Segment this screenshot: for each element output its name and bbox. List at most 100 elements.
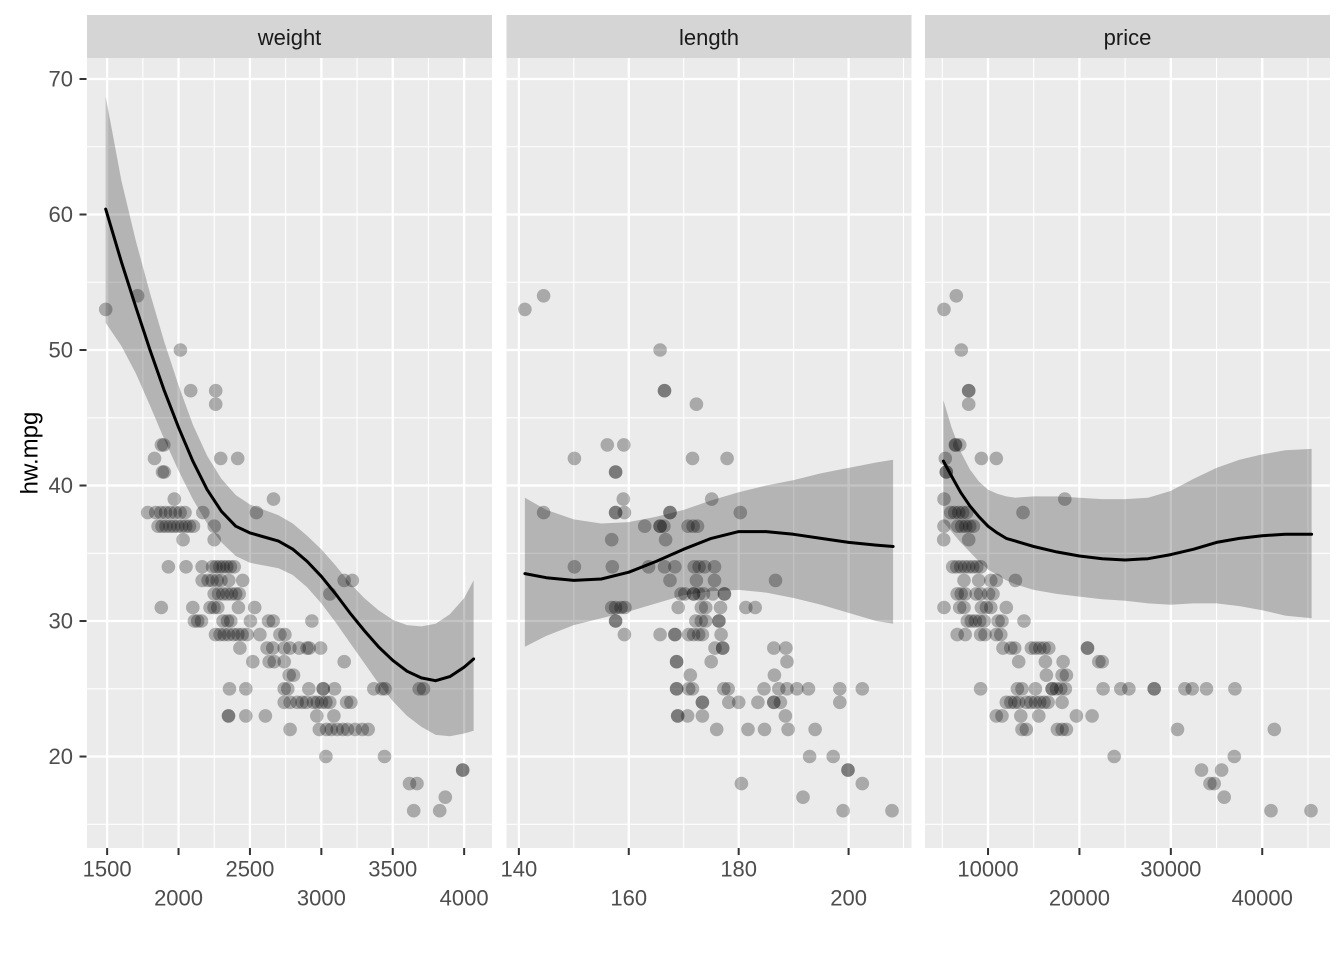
data-point	[355, 722, 370, 737]
x-tick-label: 140	[501, 857, 538, 882]
data-point	[211, 600, 225, 615]
data-point	[687, 560, 701, 574]
data-point	[277, 641, 292, 655]
data-point	[310, 709, 324, 723]
data-point	[1015, 722, 1029, 737]
data-point	[209, 560, 223, 574]
data-point	[312, 722, 327, 737]
data-point	[253, 627, 267, 642]
data-point	[190, 614, 205, 628]
data-point	[455, 763, 470, 777]
data-point	[1037, 695, 1051, 710]
data-point	[972, 614, 987, 628]
data-point	[600, 438, 615, 452]
data-point	[344, 695, 358, 710]
x-tick-label: 160	[610, 886, 647, 911]
data-point	[954, 519, 969, 533]
data-point	[653, 627, 667, 642]
data-point	[1056, 654, 1070, 669]
data-point	[155, 519, 169, 533]
data-point	[1011, 654, 1026, 669]
data-point	[953, 560, 968, 574]
data-point	[1122, 682, 1136, 696]
data-point	[310, 695, 325, 710]
data-point	[617, 438, 631, 452]
data-point	[340, 722, 355, 737]
data-point	[183, 383, 198, 398]
data-point	[195, 573, 209, 588]
data-point	[715, 641, 730, 655]
data-point	[163, 519, 177, 533]
data-point	[228, 587, 243, 601]
data-point	[174, 519, 189, 533]
data-point	[163, 505, 178, 520]
data-point	[186, 519, 201, 533]
data-point	[614, 600, 628, 615]
data-point	[1024, 695, 1038, 710]
data-point	[267, 654, 282, 669]
loess-line	[104, 207, 476, 683]
data-point	[689, 614, 703, 628]
scatter-points	[936, 289, 1318, 818]
data-point	[981, 587, 996, 601]
data-point	[686, 587, 701, 601]
data-point	[943, 505, 958, 520]
data-point	[1016, 505, 1030, 520]
data-point	[1069, 709, 1084, 723]
data-point	[277, 654, 292, 669]
data-point	[155, 465, 170, 479]
data-point	[1080, 641, 1095, 655]
data-point	[216, 587, 230, 601]
data-point	[1055, 668, 1069, 682]
data-point	[208, 383, 223, 398]
data-point	[994, 627, 1008, 642]
data-point	[438, 790, 453, 804]
data-point	[205, 573, 219, 588]
y-tick-label: 20	[49, 744, 73, 769]
data-point	[292, 641, 307, 655]
data-point	[658, 532, 673, 547]
data-point	[227, 560, 241, 574]
data-point	[996, 641, 1010, 655]
data-point	[801, 682, 816, 696]
data-point	[249, 505, 264, 520]
data-point	[1199, 682, 1214, 696]
data-point	[406, 803, 421, 818]
x-tick-label: 180	[720, 857, 757, 882]
data-point	[937, 492, 951, 506]
data-point	[336, 722, 350, 737]
data-point	[681, 682, 696, 696]
data-point	[224, 614, 238, 628]
data-point	[302, 641, 317, 655]
data-point	[691, 627, 706, 642]
data-point	[243, 614, 258, 628]
data-point	[1194, 763, 1209, 777]
data-point	[604, 532, 619, 547]
data-point	[773, 695, 788, 710]
data-point	[954, 587, 968, 601]
data-point	[966, 560, 980, 574]
x-tick-label: 20000	[1049, 886, 1110, 911]
data-point	[214, 573, 228, 588]
facet-strip	[925, 15, 1330, 58]
data-point	[1092, 654, 1106, 669]
data-point	[171, 519, 185, 533]
data-point	[1055, 722, 1069, 737]
data-point	[984, 573, 998, 588]
loess-line	[523, 530, 895, 582]
data-point	[961, 383, 976, 398]
data-point	[989, 573, 1004, 588]
data-point	[220, 587, 234, 601]
data-point	[1007, 695, 1022, 710]
data-point	[173, 343, 188, 357]
data-point	[855, 776, 870, 791]
data-point	[669, 682, 684, 696]
data-point	[989, 709, 1004, 723]
data-point	[220, 614, 235, 628]
data-point	[277, 695, 292, 710]
data-point	[239, 682, 253, 696]
data-point	[663, 505, 677, 520]
data-point	[689, 573, 704, 588]
data-point	[222, 682, 237, 696]
